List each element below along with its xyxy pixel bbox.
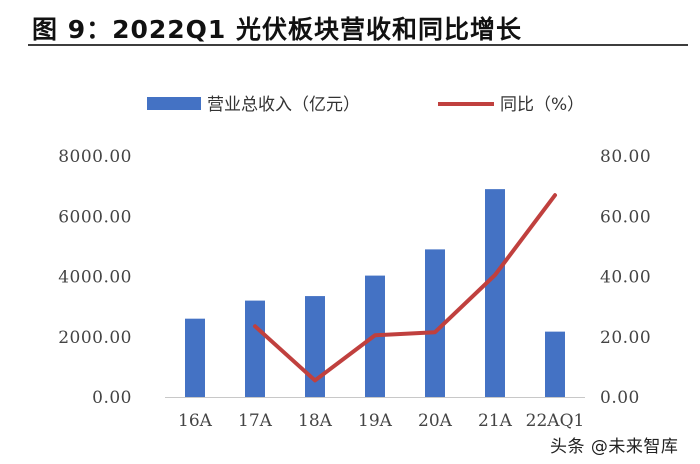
legend-bar-swatch: [147, 97, 201, 110]
left-tick-label: 8000.00: [58, 147, 132, 167]
bars: [185, 189, 565, 397]
watermark: 头条 @未来智库: [548, 432, 681, 457]
category-labels: 16A 17A 18A 19A 20A 21A 22AQ1: [178, 411, 584, 431]
legend-bar-label: 营业总收入（亿元）: [207, 95, 360, 115]
category-label: 20A: [418, 411, 453, 431]
bar: [485, 189, 505, 397]
left-tick-label: 0.00: [92, 388, 132, 408]
left-axis-ticks: 0.00 2000.00 4000.00 6000.00 8000.00: [58, 147, 132, 408]
right-tick-label: 20.00: [600, 328, 651, 348]
right-tick-label: 0.00: [600, 388, 640, 408]
category-label: 21A: [478, 411, 513, 431]
title-bar: 图 9：2022Q1 光伏板块营收和同比增长: [28, 6, 688, 46]
bar: [425, 249, 445, 397]
bar: [185, 318, 205, 397]
category-label: 18A: [298, 411, 333, 431]
right-axis-ticks: 0.00 20.00 40.00 60.00 80.00: [600, 147, 651, 408]
left-tick-label: 2000.00: [58, 328, 132, 348]
legend: 营业总收入（亿元） 同比（%）: [147, 95, 584, 115]
left-tick-label: 6000.00: [58, 207, 132, 227]
category-label: 16A: [178, 411, 213, 431]
line-series: [253, 193, 557, 383]
bar: [305, 296, 325, 397]
right-tick-label: 40.00: [600, 268, 651, 288]
left-tick-label: 4000.00: [58, 268, 132, 288]
right-tick-label: 60.00: [600, 207, 651, 227]
growth-line: [253, 193, 557, 383]
legend-line-label: 同比（%）: [500, 95, 584, 115]
bar: [545, 331, 565, 397]
category-label: 19A: [358, 411, 393, 431]
category-label: 17A: [238, 411, 273, 431]
category-label: 22AQ1: [526, 411, 585, 431]
chart-title: 图 9：2022Q1 光伏板块营收和同比增长: [32, 15, 523, 44]
right-tick-label: 80.00: [600, 147, 651, 167]
bar: [245, 300, 265, 397]
